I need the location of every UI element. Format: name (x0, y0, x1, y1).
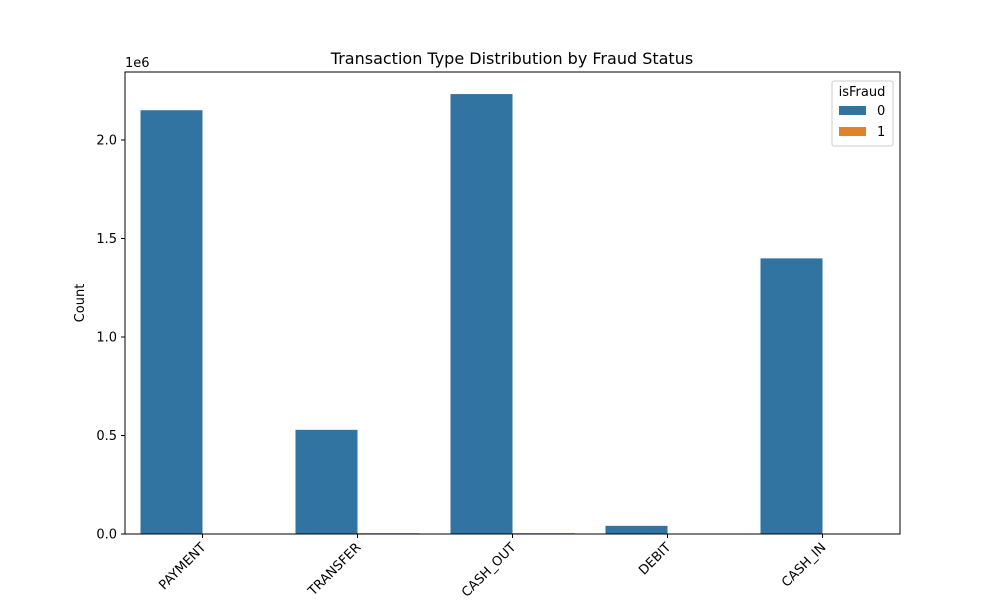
y-axis-scale-label: 1e6 (125, 56, 150, 71)
bars-layer (140, 94, 823, 535)
x-tick-label-debit: DEBIT (636, 540, 674, 578)
y-axis: 0.0 0.5 1.0 1.5 2.0 (96, 133, 125, 543)
legend-swatch-1 (839, 127, 866, 136)
bar-cash-in-fraud-0 (760, 258, 823, 534)
x-tick-label-cash-out: CASH_OUT (459, 540, 519, 600)
bar-payment-fraud-0 (140, 110, 203, 535)
legend-label-1: 1 (877, 125, 885, 140)
legend-swatch-0 (839, 106, 866, 115)
x-tick-label-cash-in: CASH_IN (779, 540, 829, 590)
x-tick-label-transfer: TRANSFER (305, 540, 364, 599)
y-tick-label: 1.5 (96, 232, 117, 247)
bar-cash-out-fraud-0 (450, 94, 513, 534)
plot-frame (124, 71, 901, 535)
x-axis: PAYMENT TRANSFER CASH_OUT DEBIT CASH_IN (156, 534, 829, 600)
bar-debit-fraud-0 (605, 525, 668, 534)
y-axis-title: Count (73, 284, 88, 323)
y-tick-label: 0.0 (96, 528, 117, 543)
y-tick-label: 0.5 (96, 429, 117, 444)
legend-title: isFraud (839, 85, 886, 100)
legend-label-0: 0 (877, 104, 885, 119)
bar-transfer-fraud-0 (295, 429, 358, 534)
legend: isFraud 0 1 (831, 80, 894, 147)
x-tick-label-payment: PAYMENT (156, 540, 209, 593)
chart-title: Transaction Type Distribution by Fraud S… (330, 49, 693, 68)
y-tick-label: 1.0 (96, 330, 117, 345)
y-tick-label: 2.0 (96, 133, 117, 148)
